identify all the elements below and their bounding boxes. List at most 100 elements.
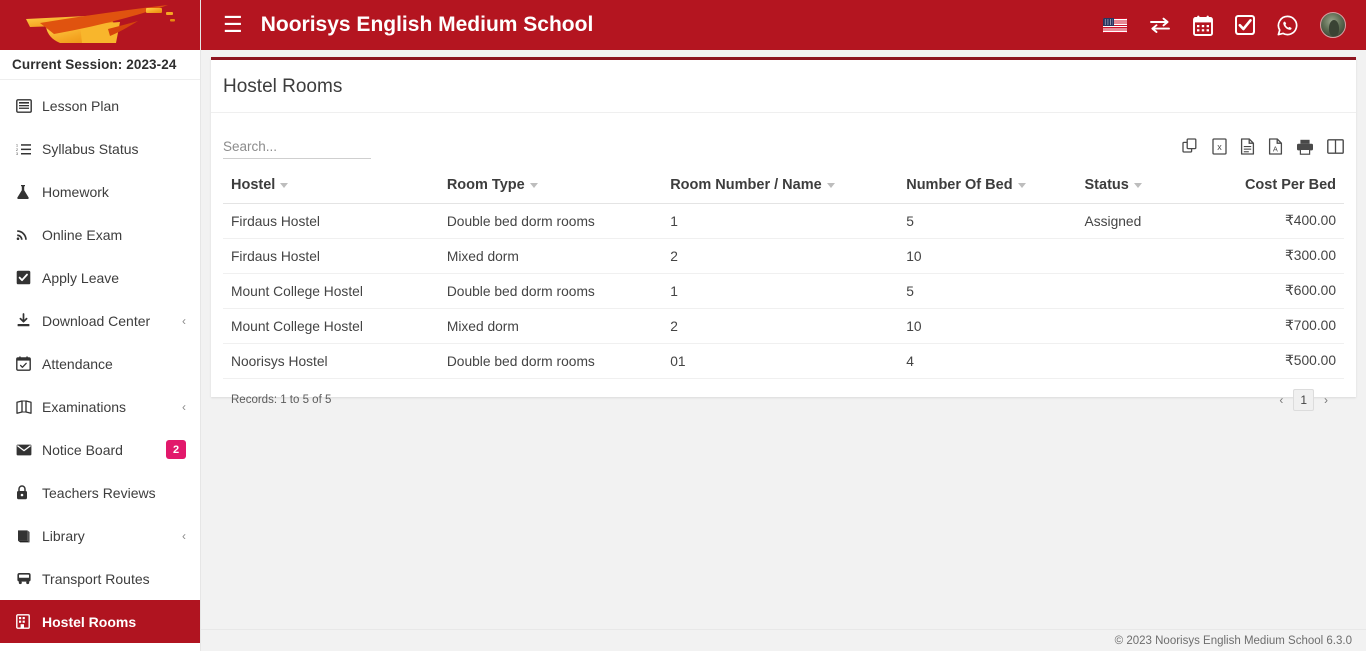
table-header-row: Hostel Room Type Room Number / Name Numb… [223, 171, 1344, 204]
table-row[interactable]: Mount College Hostel Double bed dorm roo… [223, 273, 1344, 309]
sidebar-item-transport-routes[interactable]: Transport Routes [0, 557, 200, 600]
sort-arrow-icon [280, 182, 289, 188]
school-logo[interactable] [0, 0, 200, 50]
whatsapp-icon[interactable] [1277, 12, 1298, 38]
excel-export-icon[interactable]: x [1212, 138, 1227, 155]
exchange-arrows-icon[interactable] [1149, 12, 1171, 38]
page-brand-title: Noorisys English Medium School [260, 13, 594, 36]
cell-number-of-bed: 5 [898, 203, 1077, 239]
cell-hostel: Firdaus Hostel [223, 203, 439, 239]
sidebar-item-notice-board[interactable]: Notice Board 2 [0, 428, 200, 471]
search-wrapper [223, 137, 371, 159]
sidebar-item-label: Teachers Reviews [42, 484, 156, 501]
table-footer: Records: 1 to 5 of 5 ‹ 1 › [223, 379, 1344, 411]
cell-room-type: Double bed dorm rooms [438, 203, 663, 239]
library-book-icon [16, 527, 38, 545]
card-body: x A [211, 113, 1356, 411]
svg-text:x: x [1217, 142, 1222, 152]
transport-bus-icon [16, 570, 38, 588]
sidebar-item-examinations[interactable]: Examinations ‹ [0, 385, 200, 428]
cell-number-of-bed: 10 [898, 308, 1077, 344]
hostel-rooms-card: Hostel Rooms x [211, 57, 1356, 411]
column-label: Room Type [446, 177, 525, 193]
pagination-page-1[interactable]: 1 [1293, 389, 1314, 411]
school-logo-graphic [26, 5, 175, 43]
search-input[interactable] [223, 137, 371, 159]
top-header-bar: ☰ Noorisys English Medium School [201, 0, 1366, 50]
sidebar-item-teachers-reviews[interactable]: Teachers Reviews [0, 471, 200, 514]
records-info: Records: 1 to 5 of 5 [231, 394, 332, 406]
sidebar-item-label: Download Center [42, 312, 151, 329]
svg-text:2: 2 [16, 148, 18, 152]
lesson-plan-icon [16, 97, 38, 115]
sidebar-item-hostel-rooms[interactable]: Hostel Rooms [0, 600, 200, 643]
pagination-next-button[interactable]: › [1324, 393, 1328, 407]
sort-arrow-icon [529, 182, 538, 188]
sidebar-item-library[interactable]: Library ‹ [0, 514, 200, 557]
cell-room-number: 01 [662, 343, 899, 379]
checkbox-task-icon[interactable] [1235, 12, 1255, 38]
hostel-building-icon [16, 613, 38, 631]
language-flag-us-icon[interactable] [1103, 12, 1127, 38]
sidebar-item-homework[interactable]: Homework [0, 170, 200, 213]
column-header-number-of-bed[interactable]: Number Of Bed [898, 171, 1077, 204]
main-content: Hostel Rooms x [201, 50, 1366, 651]
cell-cost-per-bed: ₹600.00 [1236, 273, 1344, 309]
cell-status [1076, 238, 1237, 274]
column-header-room-type[interactable]: Room Type [438, 171, 663, 204]
pagination-prev-button[interactable]: ‹ [1279, 393, 1284, 407]
sidebar-item-lesson-plan[interactable]: Lesson Plan [0, 84, 200, 127]
cell-cost-per-bed: ₹500.00 [1236, 343, 1344, 379]
column-header-room-number[interactable]: Room Number / Name [662, 171, 899, 204]
csv-export-icon[interactable] [1240, 138, 1255, 155]
column-header-cost-per-bed[interactable]: Cost Per Bed [1236, 171, 1344, 204]
homework-flask-icon [16, 183, 38, 201]
cell-hostel: Firdaus Hostel [223, 238, 439, 274]
sidebar-item-attendance[interactable]: Attendance [0, 342, 200, 385]
cell-cost-per-bed: ₹300.00 [1236, 238, 1344, 274]
cell-number-of-bed: 5 [898, 273, 1077, 309]
calendar-icon[interactable] [1193, 12, 1213, 38]
table-body: Firdaus Hostel Double bed dorm rooms 1 5… [223, 203, 1344, 379]
page-title: Hostel Rooms [211, 60, 1356, 113]
table-row[interactable]: Firdaus Hostel Mixed dorm 2 10 ₹300.00 [223, 238, 1344, 274]
print-icon[interactable] [1296, 139, 1314, 155]
cell-cost-per-bed: ₹400.00 [1236, 203, 1344, 239]
online-exam-rss-icon [16, 226, 38, 244]
pdf-export-icon[interactable]: A [1268, 138, 1283, 155]
column-header-hostel[interactable]: Hostel [223, 171, 439, 204]
page-footer: © 2023 Noorisys English Medium School 6.… [201, 629, 1366, 651]
sidebar-item-apply-leave[interactable]: Apply Leave [0, 256, 200, 299]
column-header-status[interactable]: Status [1076, 171, 1237, 204]
column-visibility-icon[interactable] [1327, 139, 1344, 154]
sidebar-item-label: Syllabus Status [42, 140, 139, 157]
table-row[interactable]: Noorisys Hostel Double bed dorm rooms 01… [223, 343, 1344, 379]
sidebar-item-label: Examinations [42, 398, 127, 415]
cell-room-type: Mixed dorm [438, 238, 663, 274]
column-label: Number Of Bed [906, 177, 1013, 193]
sidebar-item-label: Online Exam [42, 226, 123, 243]
table-toolbar: x A [223, 125, 1344, 159]
hamburger-menu-icon[interactable]: ☰ [223, 12, 243, 37]
sidebar-item-download-center[interactable]: Download Center ‹ [0, 299, 200, 342]
sidebar-item-online-exam[interactable]: Online Exam [0, 213, 200, 256]
cell-hostel: Mount College Hostel [223, 308, 439, 344]
user-avatar[interactable] [1320, 12, 1346, 38]
column-label: Cost Per Bed [1244, 177, 1336, 193]
table-row[interactable]: Firdaus Hostel Double bed dorm rooms 1 5… [223, 203, 1344, 239]
cell-hostel: Noorisys Hostel [223, 343, 439, 379]
sort-arrow-icon [826, 182, 835, 188]
column-label: Status [1084, 177, 1129, 193]
cell-room-type: Double bed dorm rooms [438, 273, 663, 309]
copy-export-icon[interactable] [1182, 138, 1199, 155]
sidebar-item-label: Hostel Rooms [42, 613, 137, 630]
table-row[interactable]: Mount College Hostel Mixed dorm 2 10 ₹70… [223, 308, 1344, 344]
cell-status [1076, 343, 1237, 379]
attendance-calendar-icon [16, 355, 38, 373]
chevron-left-icon: ‹ [182, 528, 186, 543]
export-buttons: x A [1182, 138, 1344, 159]
